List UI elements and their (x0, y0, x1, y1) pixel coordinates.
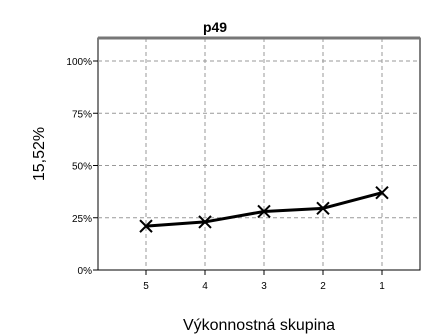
series-layer (139, 185, 389, 233)
tick-layer: 0% 25% 50% 75% 100% 5 4 3 2 1 (66, 57, 385, 292)
x-axis-title: Výkonnostná skupina (183, 317, 335, 334)
chart-title: p49 (203, 19, 227, 35)
data-point-marker (375, 185, 389, 200)
y-tick-label: 0% (78, 266, 93, 277)
y-tick-label: 75% (72, 109, 92, 120)
x-tick-label: 3 (261, 281, 267, 292)
data-point-marker (139, 219, 153, 233)
plot-area: 0% 25% 50% 75% 100% 5 4 3 2 1 (66, 37, 421, 292)
x-tick-label: 1 (379, 281, 385, 292)
y-tick-label: 25% (72, 214, 92, 225)
x-tick-label: 2 (320, 281, 326, 292)
y-tick-label: 100% (66, 57, 92, 68)
data-point-marker (198, 215, 212, 229)
y-tick-label: 50% (72, 162, 92, 173)
data-point-marker (257, 204, 271, 219)
grid-layer (98, 38, 420, 270)
x-tick-label: 5 (143, 281, 149, 292)
y-axis-title: 15,52% (31, 127, 48, 181)
x-tick-label: 4 (202, 281, 208, 292)
data-point-marker (316, 201, 330, 216)
